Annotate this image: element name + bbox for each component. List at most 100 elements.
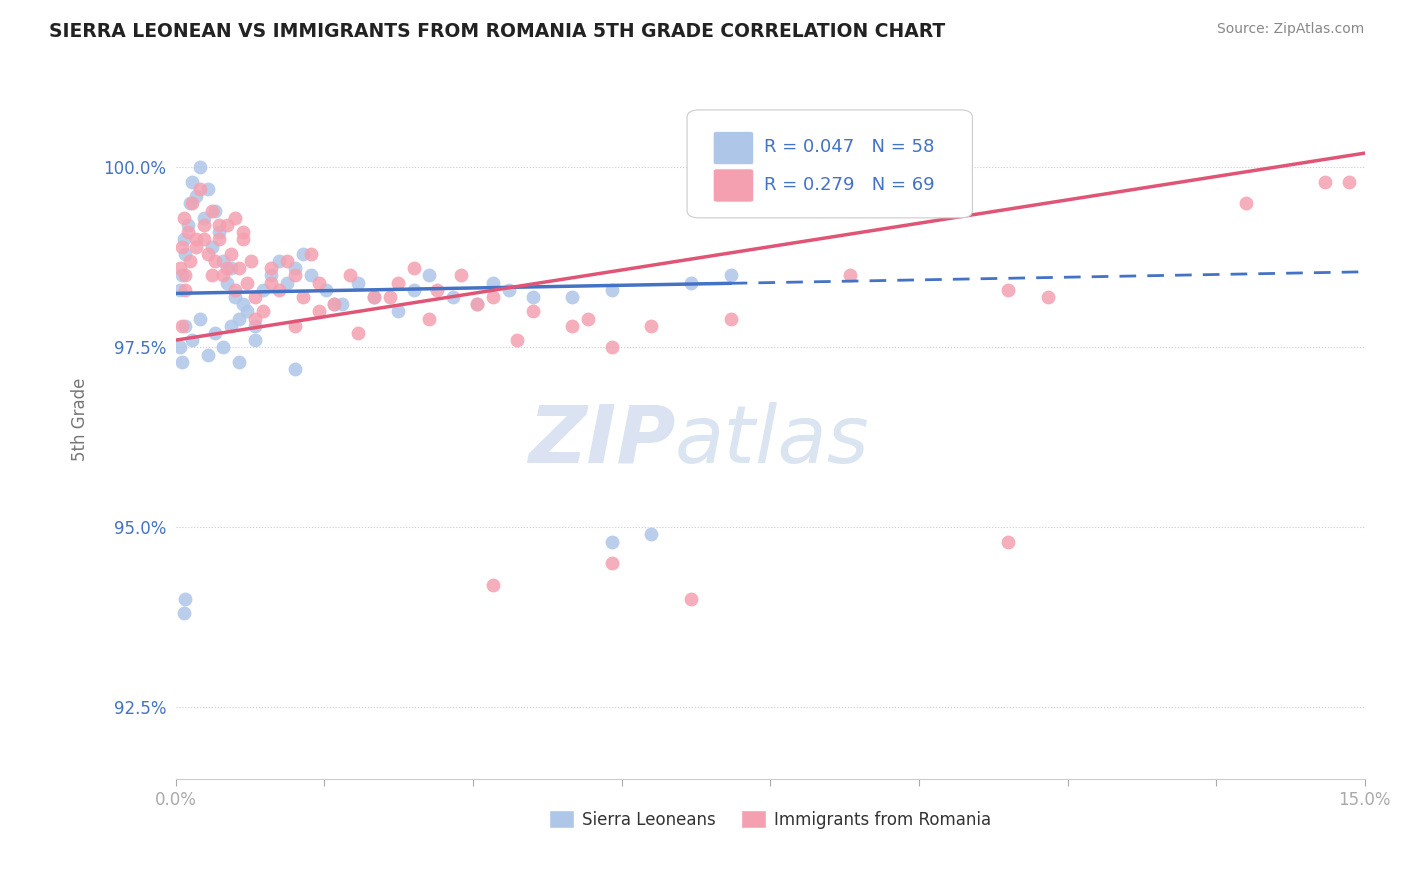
Point <box>418 311 440 326</box>
Point <box>217 218 239 232</box>
Point <box>208 225 231 239</box>
Point <box>221 261 243 276</box>
Point <box>363 290 385 304</box>
Point <box>600 340 623 354</box>
Point <box>174 283 197 297</box>
Point <box>426 283 449 297</box>
Point <box>174 592 197 607</box>
Text: R = 0.279   N = 69: R = 0.279 N = 69 <box>765 177 935 194</box>
Point <box>402 283 425 297</box>
Point <box>224 283 246 297</box>
Text: R = 0.047   N = 58: R = 0.047 N = 58 <box>765 138 935 156</box>
Point <box>172 318 194 333</box>
Point <box>243 333 266 347</box>
Point <box>679 276 702 290</box>
Point <box>838 268 860 283</box>
Point <box>1036 290 1059 304</box>
Point <box>180 175 202 189</box>
Point <box>200 268 222 283</box>
Point <box>228 355 250 369</box>
Point <box>482 276 505 290</box>
Point <box>640 527 662 541</box>
Point <box>276 254 298 268</box>
Point <box>200 203 222 218</box>
Point <box>720 268 742 283</box>
Point <box>505 333 527 347</box>
Point <box>498 283 520 297</box>
Point <box>1313 175 1336 189</box>
Point <box>402 261 425 276</box>
Point <box>174 247 197 261</box>
Point <box>276 276 298 290</box>
Point <box>243 290 266 304</box>
Point <box>232 225 254 239</box>
Point <box>188 161 211 175</box>
Text: atlas: atlas <box>675 401 870 480</box>
Point <box>679 592 702 607</box>
Point <box>299 247 322 261</box>
Point <box>291 247 314 261</box>
Point <box>172 355 194 369</box>
Point <box>720 311 742 326</box>
Point <box>323 297 346 311</box>
Point <box>600 534 623 549</box>
Point <box>252 304 274 318</box>
Text: Source: ZipAtlas.com: Source: ZipAtlas.com <box>1216 22 1364 37</box>
Point <box>172 239 194 253</box>
Point <box>308 304 330 318</box>
Point <box>208 232 231 246</box>
Point <box>387 276 409 290</box>
Point <box>347 326 370 340</box>
Point <box>173 211 195 225</box>
Point <box>267 283 290 297</box>
Point <box>177 218 200 232</box>
Point <box>387 304 409 318</box>
Point <box>243 311 266 326</box>
Point <box>197 182 219 196</box>
Point <box>284 362 307 376</box>
Point <box>177 225 200 239</box>
Point <box>284 261 307 276</box>
Point <box>1337 175 1360 189</box>
Point <box>197 347 219 361</box>
Point <box>378 290 401 304</box>
Point <box>299 268 322 283</box>
Point <box>284 268 307 283</box>
Point <box>640 318 662 333</box>
Text: ZIP: ZIP <box>527 401 675 480</box>
Point <box>482 577 505 591</box>
Point <box>561 318 583 333</box>
Point <box>172 268 194 283</box>
Point <box>522 304 544 318</box>
Point <box>200 239 222 253</box>
Point <box>291 290 314 304</box>
Point <box>169 283 191 297</box>
Point <box>174 318 197 333</box>
Point <box>260 276 283 290</box>
Point <box>236 304 259 318</box>
Point <box>224 211 246 225</box>
Point <box>339 268 361 283</box>
Point <box>450 268 472 283</box>
Point <box>188 182 211 196</box>
Point <box>600 556 623 570</box>
Point <box>204 203 226 218</box>
Point <box>465 297 488 311</box>
Point <box>212 340 235 354</box>
Point <box>561 290 583 304</box>
Point <box>184 189 207 203</box>
Point <box>236 276 259 290</box>
Point <box>252 283 274 297</box>
Point <box>308 276 330 290</box>
Point <box>482 290 505 304</box>
Point <box>184 239 207 253</box>
Point <box>997 534 1019 549</box>
Point <box>997 283 1019 297</box>
Point <box>204 326 226 340</box>
Point <box>179 196 201 211</box>
Point <box>173 232 195 246</box>
Legend: Sierra Leoneans, Immigrants from Romania: Sierra Leoneans, Immigrants from Romania <box>543 804 998 835</box>
Point <box>217 276 239 290</box>
Point <box>260 268 283 283</box>
Point <box>197 247 219 261</box>
